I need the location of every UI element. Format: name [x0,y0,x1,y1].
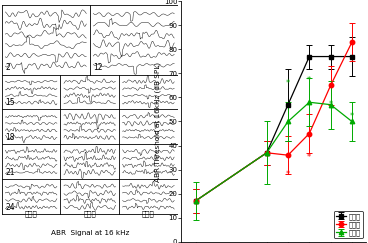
Text: 18: 18 [6,133,15,142]
Text: *: * [307,153,311,162]
Text: 21: 21 [6,168,15,177]
Text: ABR  Signal at 16 kHz: ABR Signal at 16 kHz [51,230,129,236]
Text: *: * [307,76,311,85]
Text: 15: 15 [6,98,15,107]
Text: *: * [286,78,290,87]
Text: *: * [350,112,354,121]
Text: *: * [329,100,333,109]
Text: 실험군: 실험군 [142,211,155,217]
Text: 정상군: 정상군 [25,211,38,217]
Text: *: * [286,170,290,179]
Text: 12: 12 [93,63,103,72]
Text: 24: 24 [6,203,15,212]
Text: 대조군: 대조군 [84,211,96,217]
Y-axis label: ABR Threshold at 16kHz (dB SPL): ABR Threshold at 16kHz (dB SPL) [155,61,161,182]
Legend: 정상군, 대조군, 실험군: 정상군, 대조군, 실험군 [334,211,363,238]
Text: 2: 2 [6,63,10,72]
